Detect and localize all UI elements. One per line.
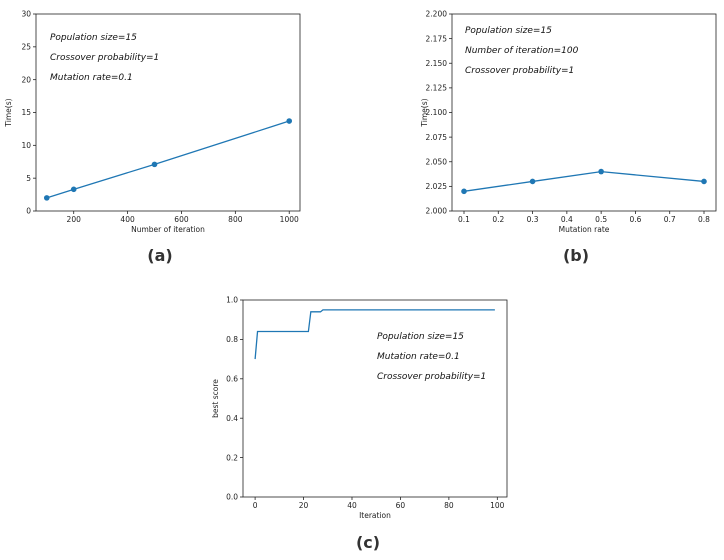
data-point	[70, 186, 77, 193]
y-tick-label: 0	[26, 207, 31, 216]
annotation-text: Population size=15	[377, 332, 464, 342]
data-point	[598, 168, 604, 175]
x-tick-label: 400	[120, 215, 135, 224]
x-tick-label: 800	[228, 215, 243, 224]
panel-label: (a)	[147, 246, 172, 265]
x-tick-label: 1000	[280, 215, 299, 224]
chart-a: 200 400 600 800 1000 0 5 10 15 20 25 30 Number of it…	[4, 10, 301, 265]
x-tick-label: 60	[396, 501, 406, 510]
y-tick-label: 20	[21, 75, 31, 84]
x-axis-label: Number of iteration	[131, 225, 205, 234]
annotation-text: Mutation rate=0.1	[377, 352, 460, 362]
y-axis-label: Time(s)	[420, 98, 429, 127]
x-axis-label: Iteration	[359, 511, 391, 520]
y-axis-label: Time(s)	[4, 98, 13, 127]
x-tick-label: 40	[347, 501, 357, 510]
y-tick-label: 30	[21, 10, 31, 19]
y-tick-label: 25	[21, 43, 31, 52]
y-tick-label: 15	[21, 108, 31, 117]
y-tick-label: 0.8	[226, 335, 238, 344]
plot-frame	[451, 13, 717, 212]
annotation-text: Population size=15	[50, 33, 137, 43]
series-line	[254, 309, 495, 360]
y-tick-label: 5	[26, 174, 31, 183]
y-tick-label: 2.175	[426, 34, 448, 43]
x-tick-label: 0.6	[629, 215, 641, 224]
y-tick-label: 10	[21, 141, 31, 150]
x-tick-label: 200	[67, 215, 82, 224]
plot-frame	[242, 299, 508, 498]
x-tick-label: 600	[174, 215, 189, 224]
x-tick-label: 80	[444, 501, 454, 510]
y-tick-label: 0.0	[226, 493, 238, 502]
x-tick-label: 0	[253, 501, 258, 510]
y-tick-label: 0.2	[226, 453, 238, 462]
y-tick-label: 2.200	[426, 10, 448, 19]
series-line	[46, 120, 290, 199]
y-tick-label: 2.075	[426, 133, 448, 142]
data-point	[151, 161, 158, 168]
y-tick-label: 2.025	[426, 182, 448, 191]
x-axis-label: Mutation rate	[559, 225, 610, 234]
y-tick-label: 2.150	[426, 59, 448, 68]
x-tick-label: 0.7	[664, 215, 676, 224]
x-tick-label: 0.8	[698, 215, 710, 224]
x-tick-label: 0.5	[595, 215, 607, 224]
annotation-text: Crossover probability=1	[465, 66, 574, 76]
x-tick-label: 0.1	[458, 215, 470, 224]
y-tick-label: 2.100	[426, 108, 448, 117]
x-tick-label: 0.3	[527, 215, 539, 224]
plot-frame	[35, 13, 301, 212]
chart-c: 0 20 40 60 80 100 0.0 0.2 0.4 0.6 0.8 1.0 Iteration b…	[211, 296, 508, 552]
data-point	[701, 178, 707, 185]
annotation-text: Population size=15	[465, 26, 552, 36]
x-tick-label: 20	[299, 501, 309, 510]
x-tick-label: 0.4	[561, 215, 573, 224]
y-tick-label: 2.125	[426, 84, 448, 93]
y-axis-label: best score	[211, 379, 220, 418]
annotation-text: Crossover probability=1	[377, 372, 486, 382]
y-tick-label: 2.050	[426, 157, 448, 166]
data-point	[286, 118, 293, 124]
y-tick-label: 1.0	[226, 296, 238, 305]
annotation-text: Crossover probability=1	[50, 53, 159, 63]
y-tick-label: 0.4	[226, 414, 238, 423]
annotation-text: Mutation rate=0.1	[50, 73, 133, 83]
data-point	[43, 195, 50, 201]
x-tick-label: 100	[490, 501, 505, 510]
y-tick-label: 0.6	[226, 375, 238, 384]
panel-label: (b)	[563, 246, 589, 265]
chart-b: 0.1 0.2 0.3 0.4 0.5 0.6 0.7 0.8 2.000 2.025 2.050 2…	[420, 10, 717, 265]
x-tick-label: 0.2	[492, 215, 504, 224]
annotation-text: Number of iteration=100	[465, 46, 579, 56]
data-point	[529, 178, 536, 185]
panel-label: (c)	[356, 533, 380, 552]
y-tick-label: 2.000	[426, 207, 448, 216]
series-line	[463, 170, 705, 192]
data-point	[461, 188, 467, 195]
